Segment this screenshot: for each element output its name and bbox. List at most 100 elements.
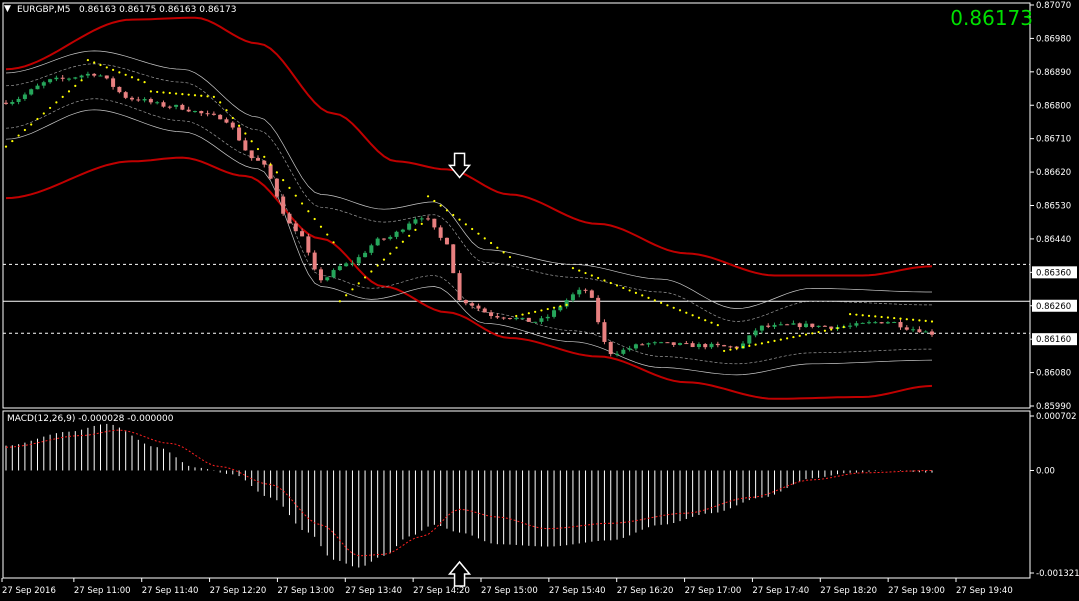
psar-dot [156, 90, 159, 94]
psar-dot [565, 303, 568, 307]
psar-dot [855, 313, 858, 316]
psar-dot [231, 116, 234, 120]
bearish-candle [205, 113, 210, 115]
bullish-candle [848, 325, 853, 327]
bullish-candle [539, 318, 544, 322]
bearish-candle [640, 344, 645, 346]
bullish-candle [337, 266, 342, 271]
lower-dashed-band-line [5, 98, 932, 365]
bearish-candle [426, 218, 431, 220]
bearish-candle [583, 289, 588, 291]
bullish-candle [570, 294, 575, 301]
psar-dot [899, 317, 902, 320]
upper-inner-band-line [5, 50, 932, 309]
chart-menu-icon[interactable]: ▼ [4, 4, 11, 14]
bearish-candle [281, 196, 286, 214]
bearish-candle [684, 343, 689, 345]
psar-dot [426, 195, 430, 198]
time-axis-label: 27 Sep 13:40 [345, 586, 402, 596]
psar-dot [332, 241, 335, 244]
bearish-candle [829, 326, 834, 329]
psar-dot [118, 71, 121, 74]
psar-dot [597, 276, 600, 280]
psar-dot [798, 334, 801, 337]
bullish-candle [552, 310, 557, 317]
price-axis-label: 0.86440 [1036, 235, 1071, 245]
psar-dot [912, 318, 915, 321]
psar-dot [823, 329, 827, 332]
psar-dot [779, 338, 782, 341]
macd-axis-label: 0.00 [1036, 466, 1055, 476]
psar-dot [319, 225, 323, 228]
bullish-candle [753, 330, 758, 336]
bearish-candle [451, 244, 456, 274]
psar-dot [716, 324, 719, 327]
psar-dot [137, 78, 140, 81]
psar-dot [458, 218, 461, 221]
psar-dot [521, 313, 524, 316]
bullish-candle [759, 325, 764, 331]
bullish-candle [885, 322, 890, 324]
price-axis-label: 0.86080 [1036, 369, 1071, 379]
bearish-candle [671, 342, 676, 345]
bearish-candle [602, 322, 607, 342]
psar-dot [678, 309, 682, 312]
bearish-candle [274, 178, 279, 197]
time-axis-label: 27 Sep 13:00 [277, 586, 334, 596]
bullish-candle [514, 318, 519, 320]
price-tag-box [1032, 333, 1077, 346]
bearish-candle [268, 164, 273, 179]
bearish-candle [111, 78, 116, 87]
psar-dot [143, 81, 146, 84]
psar-dot [634, 291, 638, 295]
psar-dot [464, 223, 467, 226]
bullish-candle [407, 223, 412, 230]
bullish-candle [923, 331, 928, 333]
psar-dot [452, 213, 455, 217]
bullish-candle [35, 85, 40, 90]
time-axis-label: 27 Sep 17:40 [752, 586, 809, 596]
bullish-candle [394, 231, 399, 237]
bullish-candle [79, 75, 84, 78]
current-price-display: 0.86173 [950, 6, 1033, 30]
price-tag-box [1032, 266, 1077, 279]
psar-dot [578, 269, 581, 272]
bullish-candle [331, 270, 336, 278]
bearish-candle [810, 323, 815, 327]
psar-dot [250, 140, 253, 143]
bullish-candle [791, 323, 796, 325]
psar-dot [11, 139, 14, 143]
bullish-candle [16, 98, 21, 103]
psar-dot [382, 258, 386, 261]
psar-dot [244, 132, 247, 135]
psar-dot [622, 286, 625, 290]
bearish-candle [293, 223, 298, 232]
psar-dot [552, 306, 556, 309]
price-axis-label: 0.87070 [1036, 1, 1071, 11]
bearish-candle [596, 297, 601, 323]
psar-dot [641, 294, 644, 297]
bearish-candle [589, 290, 594, 298]
psar-dot [666, 304, 669, 307]
bearish-candle [722, 345, 727, 347]
psar-dot [647, 296, 650, 299]
bearish-candle [785, 324, 790, 326]
bullish-candle [709, 343, 714, 348]
psar-dot [67, 90, 71, 93]
price-axis-label: 0.86710 [1036, 135, 1071, 145]
psar-dot [212, 95, 215, 98]
down-arrow-icon [447, 152, 472, 179]
psar-dot [187, 93, 190, 96]
bullish-candle [577, 289, 582, 295]
psar-dot [729, 348, 732, 351]
psar-dot [672, 306, 675, 309]
macd-panel-frame [2, 410, 1031, 579]
bearish-candle [243, 140, 248, 151]
psar-dot [36, 117, 39, 121]
price-axis-label: 0.86530 [1036, 202, 1071, 212]
time-axis-label: 27 Sep 16:20 [617, 586, 674, 596]
bearish-candle [501, 317, 506, 319]
psar-dot [817, 330, 820, 334]
bullish-candle [520, 317, 525, 319]
